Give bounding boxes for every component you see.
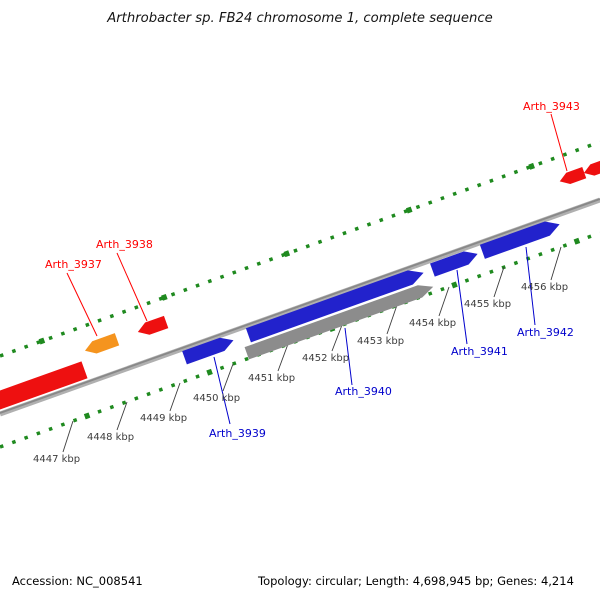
ruler-labels: 4447 kbp 4448 kbp 4449 kbp 4450 kbp 4451… [33, 282, 568, 465]
ruler-label-4448: 4448 kbp [87, 432, 134, 443]
gene-arrow-arth_3940 [244, 285, 434, 360]
leader-line-arth_3937 [66, 272, 98, 337]
gene-label-arth_3939: Arth_3939 [209, 427, 266, 440]
gene-arrow-arth_3943-segment2 [583, 157, 600, 176]
ruler-tick-line [493, 266, 505, 298]
gene-label-arth_3937: Arth_3937 [45, 258, 102, 271]
ruler-tick-line [116, 401, 128, 431]
ruler-label-4447: 4447 kbp [33, 454, 80, 465]
leader-line-arth_3942 [525, 246, 536, 326]
gene-arrow-arth_3937 [84, 333, 120, 354]
gene-label-arth_3943: Arth_3943 [523, 100, 580, 113]
leader-line-arth_3938 [116, 252, 148, 322]
ruler-tick-line [386, 304, 398, 335]
leader-line-arth_3940 [344, 327, 353, 386]
ruler-label-4456: 4456 kbp [521, 282, 568, 293]
accession-text: Accession: NC_008541 [12, 574, 143, 588]
inner-tick-ring [0, 231, 600, 449]
backbone-line [0, 197, 600, 417]
ruler-label-4449: 4449 kbp [140, 413, 187, 424]
leader-line-arth_3939 [213, 356, 231, 425]
ruler-tick-line [550, 246, 562, 281]
ruler-tick-line [277, 343, 289, 372]
ruler-tick-line [331, 324, 343, 352]
ruler-tick-line [222, 363, 234, 392]
gene-label-arth_3938: Arth_3938 [96, 238, 153, 251]
ruler-tick-line [169, 382, 181, 412]
gene-arrow-unlabeled-red [0, 361, 88, 413]
ruler-tick-line [438, 286, 450, 317]
chromosome-backbone [0, 197, 600, 417]
gene-label-arth_3941: Arth_3941 [451, 345, 508, 358]
gene-arrow-arth_3941 [430, 251, 478, 277]
gene-arrow-arth_3943 [559, 166, 587, 184]
gene-arrow-unlabeled-blue [245, 270, 424, 343]
leader-line-arth_3943 [550, 113, 568, 172]
backbone-line-core [0, 198, 600, 414]
ruler-label-4453: 4453 kbp [357, 336, 404, 347]
gene-arrow-arth_3942 [479, 221, 560, 259]
page-title: Arthrobacter sp. FB24 chromosome 1, comp… [106, 11, 493, 26]
ruler-label-4451: 4451 kbp [248, 373, 295, 384]
ruler-tick-line [62, 420, 74, 453]
ruler-label-4450: 4450 kbp [193, 393, 240, 404]
gene-leader-lines [66, 113, 568, 425]
gene-labels: Arth_3937 Arth_3938 Arth_3943 Arth_3939 … [45, 100, 580, 440]
ruler-label-4455: 4455 kbp [464, 299, 511, 310]
gene-label-arth_3942: Arth_3942 [517, 326, 574, 339]
gene-arrows [0, 157, 600, 413]
ruler-label-4454: 4454 kbp [409, 318, 456, 329]
ruler-label-4452: 4452 kbp [302, 353, 349, 364]
tick-rings [0, 139, 600, 450]
topology-stats-text: Topology: circular; Length: 4,698,945 bp… [257, 574, 574, 588]
ruler-tick-leaders [62, 246, 562, 453]
gene-label-arth_3940: Arth_3940 [335, 385, 392, 398]
gene-arrow-arth_3939 [182, 337, 234, 365]
leader-line-arth_3941 [456, 269, 468, 345]
footer: Accession: NC_008541 Topology: circular;… [12, 574, 574, 588]
outer-tick-ring [0, 140, 600, 358]
gene-arrow-arth_3938 [137, 315, 169, 335]
